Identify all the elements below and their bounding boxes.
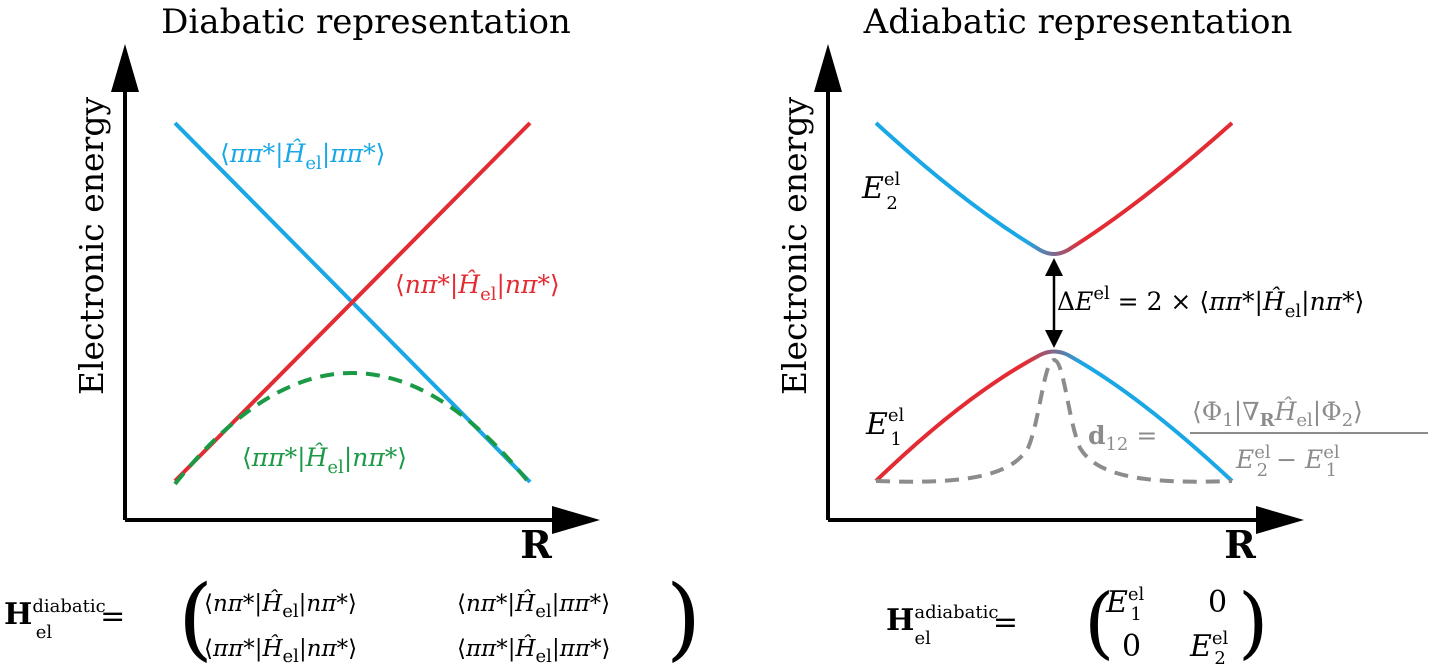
label-E2: Eel 2 — [861, 169, 901, 214]
diabatic-left-paren: ( — [178, 566, 213, 669]
label-gap: ΔEel = 2 × ⟨ππ*|Ĥel|nπ*⟩ — [1057, 283, 1364, 322]
right-y-label: Electronic energy — [775, 97, 814, 396]
left-title: Diabatic representation — [161, 2, 571, 42]
left-panel: Diabatic representation Electronic energ… — [72, 2, 600, 567]
gap-arrow-down — [1045, 330, 1063, 348]
label-E1: Eel 1 — [865, 405, 905, 450]
diabatic-m12: ⟨nπ*|Ĥel|ππ*⟩ — [457, 590, 610, 622]
diabatic-m11: ⟨nπ*|Ĥel|nπ*⟩ — [204, 590, 357, 622]
adiabatic-lhs: Hadiabatic el = — [886, 602, 1018, 649]
coupling-curve — [173, 371, 532, 486]
svg-text:⟨Φ1|∇RĤel|Φ2⟩: ⟨Φ1|∇RĤel|Φ2⟩ — [1192, 397, 1363, 431]
left-y-label: Electronic energy — [72, 97, 111, 396]
label-pipi: ⟨ππ*|Ĥel|ππ*⟩ — [220, 139, 385, 174]
left-y-arrowhead — [111, 44, 139, 92]
right-y-arrowhead — [814, 44, 842, 92]
right-panel: Adiabatic representation Electronic ener… — [775, 2, 1428, 567]
adiabatic-left-paren: ( — [1084, 578, 1114, 668]
label-d12: d12 = ⟨Φ1|∇RĤel|Φ2⟩ Eel 2 − Eel 1 — [1088, 397, 1428, 481]
diabatic-matrix: Hdiabatic el = ( ⟨nπ*|Ĥel|nπ*⟩ ⟨nπ*|Ĥel|ππ… — [4, 566, 701, 669]
adiabatic-m21: 0 — [1122, 629, 1141, 664]
gap-arrow-up — [1045, 258, 1063, 276]
adiabatic-right-paren: ) — [1238, 578, 1268, 668]
adiabatic-matrix: Hadiabatic el = ( Eel 1 0 0 Eel 2 ) — [886, 578, 1268, 669]
npi-diabatic-curve — [173, 121, 532, 483]
svg-text:d12 =: d12 = — [1088, 421, 1157, 455]
left-x-label: R — [520, 522, 552, 567]
label-coupling: ⟨ππ*|Ĥel|nπ*⟩ — [242, 443, 407, 478]
adiabatic-m11: Eel 1 — [1105, 584, 1145, 625]
diabatic-lhs: Hdiabatic el = — [4, 596, 125, 643]
adiabatic-m12: 0 — [1208, 585, 1227, 620]
right-x-label: R — [1224, 522, 1256, 567]
label-npi: ⟨nπ*|Ĥel|nπ*⟩ — [395, 270, 560, 305]
upper-adiabatic-curve — [874, 121, 1234, 256]
right-x-arrowhead — [1256, 506, 1304, 534]
diabatic-right-paren: ) — [666, 566, 701, 669]
adiabatic-m22: Eel 2 — [1189, 628, 1229, 669]
left-x-arrowhead — [552, 506, 600, 534]
diabatic-m21: ⟨ππ*|Ĥel|nπ*⟩ — [204, 635, 357, 667]
right-title: Adiabatic representation — [863, 2, 1293, 42]
lower-adiabatic-curve — [874, 349, 1234, 483]
diabatic-m22: ⟨ππ*|Ĥel|ππ*⟩ — [457, 635, 610, 667]
nac-curve — [875, 357, 1233, 484]
